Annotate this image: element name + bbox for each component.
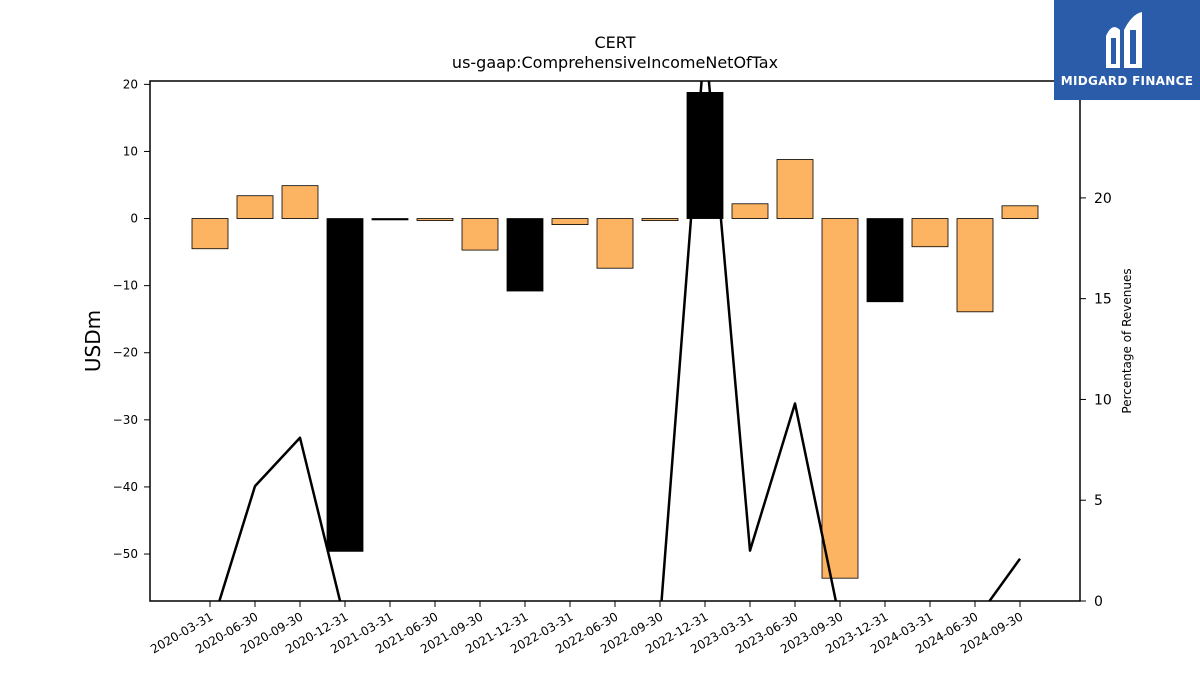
y2-tick-label: 5 <box>1094 493 1103 509</box>
y-tick-label: −40 <box>113 480 138 494</box>
y-tick-label: −20 <box>113 346 138 360</box>
bar-2022-09-30 <box>641 218 679 221</box>
y-tick-label: 20 <box>123 77 138 91</box>
midgard-logo-icon <box>1106 12 1142 68</box>
bar-2024-09-30 <box>1001 205 1039 219</box>
bar-2022-03-31 <box>551 218 589 225</box>
bar-2020-06-30 <box>236 195 274 219</box>
bar-2024-03-31 <box>911 218 949 248</box>
y-axis-label: USDm <box>81 310 105 372</box>
bar-2023-12-31 <box>866 218 904 303</box>
brand-name: MIDGARD FINANCE <box>1060 74 1194 88</box>
y-tick-label: −50 <box>113 547 138 561</box>
pct-revenue-line-segment-2 <box>987 557 1022 601</box>
y-tick-label: −30 <box>113 413 138 427</box>
bar-2021-09-30 <box>461 218 499 251</box>
bar-2021-06-30 <box>416 218 454 221</box>
y2-axis-label: Percentage of Revenues <box>1120 268 1134 413</box>
chart-title: CERT <box>594 33 635 52</box>
y2-tick-label: 20 <box>1094 191 1112 207</box>
y2-tick-label: 15 <box>1094 292 1112 308</box>
plot-frame <box>149 80 1081 602</box>
bar-2023-03-31 <box>731 203 769 219</box>
brand-logo: MIDGARD FINANCE <box>1054 0 1200 100</box>
pct-revenue-line-segment-0 <box>218 436 342 601</box>
bar-2024-06-30 <box>956 218 994 313</box>
y-tick-label: 10 <box>123 144 138 158</box>
bar-2020-09-30 <box>281 185 319 219</box>
bar-2023-09-30 <box>821 218 859 579</box>
bar-2020-12-31 <box>326 218 364 552</box>
y2-tick-label: 0 <box>1094 594 1103 610</box>
chart-subtitle: us-gaap:ComprehensiveIncomeNetOfTax <box>452 53 778 72</box>
bar-2021-12-31 <box>506 218 544 292</box>
y-tick-label: 0 <box>130 212 138 226</box>
bar-2020-03-31 <box>191 218 229 250</box>
y-tick-label: −10 <box>113 279 138 293</box>
bar-2022-06-30 <box>596 218 634 269</box>
bar-2021-03-31 <box>371 218 409 221</box>
bar-2023-06-30 <box>776 159 814 219</box>
y2-tick-label: 10 <box>1094 392 1112 408</box>
pct-revenue-line-segment-1 <box>660 81 838 601</box>
